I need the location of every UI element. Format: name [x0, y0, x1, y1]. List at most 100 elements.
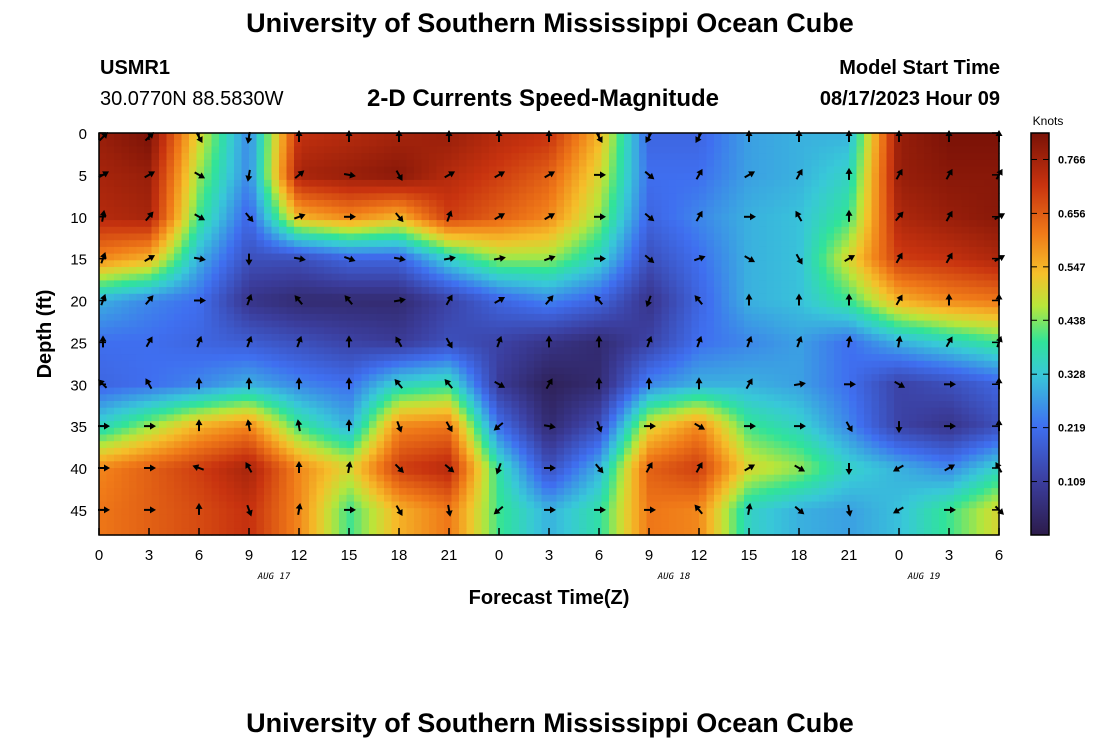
heatmap-cell	[234, 401, 243, 409]
heatmap-cell	[256, 246, 265, 255]
heatmap-cell	[271, 327, 280, 335]
heatmap-cell	[879, 367, 888, 375]
heatmap-cell	[534, 133, 543, 141]
heatmap-cell	[691, 260, 700, 268]
heatmap-cell	[504, 240, 513, 248]
heatmap-cell	[436, 166, 445, 174]
heatmap-cell	[969, 374, 978, 382]
heatmap-cell	[391, 293, 400, 302]
heatmap-cell	[354, 287, 363, 295]
heatmap-cell	[639, 253, 648, 261]
heatmap-cell	[294, 220, 303, 228]
heatmap-cell	[519, 253, 528, 261]
heatmap-cell	[684, 220, 693, 228]
heatmap-cell	[991, 173, 1000, 181]
heatmap-cell	[106, 387, 115, 395]
heatmap-cell	[159, 293, 168, 302]
heatmap-cell	[699, 133, 708, 141]
heatmap-cell	[466, 173, 475, 181]
heatmap-cell	[549, 320, 558, 328]
heatmap-cell	[316, 193, 325, 201]
heatmap-cell	[549, 354, 558, 362]
heatmap-cell	[976, 387, 985, 395]
heatmap-cell	[706, 133, 715, 141]
heatmap-cell	[826, 193, 835, 201]
heatmap-cell	[759, 374, 768, 382]
heatmap-cell	[706, 367, 715, 375]
heatmap-cell	[189, 233, 198, 241]
heatmap-cell	[579, 220, 588, 228]
heatmap-cell	[444, 153, 453, 161]
heatmap-cell	[774, 240, 783, 248]
heatmap-cell	[826, 139, 835, 147]
heatmap-cell	[99, 233, 108, 241]
heatmap-cell	[601, 300, 610, 308]
heatmap-cell	[136, 374, 145, 382]
heatmap-cell	[601, 327, 610, 335]
heatmap-cell	[279, 240, 288, 248]
heatmap-cell	[106, 380, 115, 389]
heatmap-cell	[751, 313, 760, 322]
heatmap-cell	[714, 387, 723, 395]
heatmap-cell	[444, 260, 453, 268]
heatmap-cell	[421, 267, 430, 275]
heatmap-cell	[864, 253, 873, 261]
heatmap-cell	[721, 173, 730, 181]
heatmap-cell	[301, 394, 310, 402]
heatmap-cell	[766, 334, 775, 342]
heatmap-cell	[421, 280, 430, 288]
heatmap-cell	[909, 313, 918, 322]
heatmap-cell	[144, 407, 153, 415]
heatmap-cell	[609, 233, 618, 241]
heatmap-cell	[616, 186, 625, 194]
heatmap-cell	[166, 293, 175, 302]
heatmap-cell	[691, 173, 700, 181]
heatmap-cell	[676, 300, 685, 308]
heatmap-cell	[354, 246, 363, 255]
heatmap-cell	[279, 300, 288, 308]
heatmap-cell	[751, 233, 760, 241]
heatmap-cell	[924, 186, 933, 194]
heatmap-cell	[669, 200, 678, 208]
heatmap-cell	[444, 367, 453, 375]
heatmap-cell	[954, 273, 963, 281]
heatmap-cell	[541, 287, 550, 295]
heatmap-cell	[849, 387, 858, 395]
heatmap-cell	[331, 360, 340, 369]
heatmap-cell	[324, 280, 333, 288]
heatmap-cell	[946, 139, 955, 147]
heatmap-cell	[159, 327, 168, 335]
heatmap-cell	[549, 153, 558, 161]
heatmap-cell	[571, 146, 580, 154]
heatmap-cell	[496, 226, 505, 235]
heatmap-cell	[369, 340, 378, 348]
heatmap-cell	[946, 320, 955, 328]
heatmap-cell	[766, 380, 775, 389]
heatmap-cell	[474, 320, 483, 328]
heatmap-cell	[556, 213, 565, 221]
heatmap-cell	[706, 401, 715, 409]
heatmap-cell	[691, 360, 700, 369]
heatmap-cell	[871, 280, 880, 288]
heatmap-cell	[616, 293, 625, 302]
heatmap-cell	[781, 340, 790, 348]
heatmap-cell	[519, 173, 528, 181]
heatmap-cell	[624, 340, 633, 348]
heatmap-cell	[181, 387, 190, 395]
heatmap-cell	[699, 173, 708, 181]
heatmap-cell	[819, 226, 828, 235]
heatmap-cell	[271, 213, 280, 221]
heatmap-cell	[316, 220, 325, 228]
heatmap-cell	[714, 313, 723, 322]
heatmap-cell	[721, 206, 730, 214]
heatmap-cell	[931, 153, 940, 161]
heatmap-cell	[159, 347, 168, 355]
heatmap-cell	[511, 334, 520, 342]
heatmap-cell	[301, 407, 310, 415]
heatmap-cell	[511, 267, 520, 275]
heatmap-cell	[871, 153, 880, 161]
heatmap-cell	[766, 367, 775, 375]
heatmap-cell	[849, 226, 858, 235]
heatmap-cell	[151, 327, 160, 335]
heatmap-cell	[376, 240, 385, 248]
